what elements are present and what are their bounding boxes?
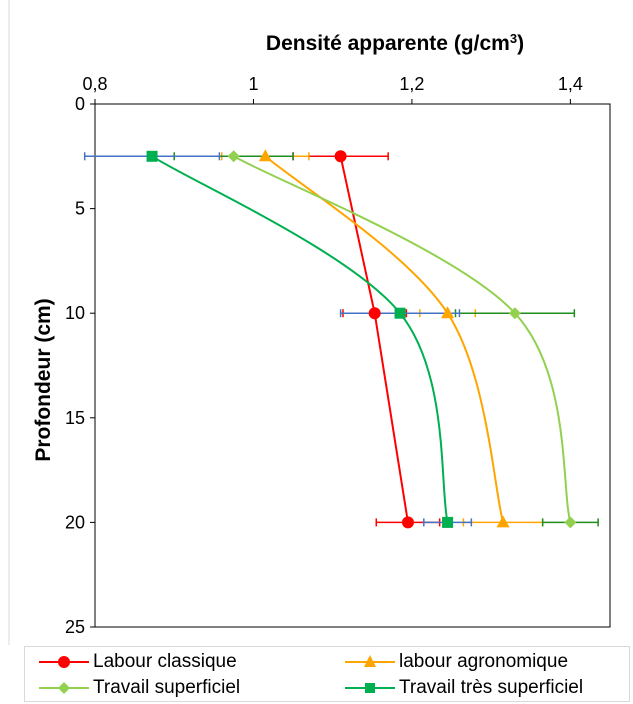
y-tick-label: 15: [65, 408, 85, 428]
legend: Labour classique labour agronomique Trav…: [24, 646, 630, 702]
y-tick-label: 5: [75, 199, 85, 219]
data-point: [334, 150, 347, 163]
data-point: [401, 516, 414, 529]
series-line: [151, 155, 449, 523]
data-point: [564, 516, 577, 529]
legend-item-travail-tres-superficiel: Travail très superficiel: [343, 675, 583, 701]
x-axis-title: Densité apparente (g/cm3): [266, 31, 524, 55]
series-line: [264, 155, 505, 523]
data-point: [496, 515, 510, 528]
y-tick-label: 0: [75, 94, 85, 114]
legend-label: Labour classique: [93, 651, 237, 672]
x-axis-title-close: ): [517, 32, 524, 55]
x-tick-label: 1,4: [558, 74, 583, 94]
series-line: [233, 155, 572, 523]
legend-item-travail-superficiel: Travail superficiel: [37, 675, 240, 701]
x-axis-title-superscript: 3: [510, 31, 517, 46]
legend-item-labour-agronomique: labour agronomique: [343, 649, 568, 675]
legend-item-labour-classique: Labour classique: [37, 649, 237, 675]
data-point: [368, 307, 381, 320]
x-tick-label: 0,8: [82, 74, 107, 94]
data-point: [146, 150, 158, 162]
data-point: [227, 150, 240, 163]
plot-frame: [94, 103, 611, 628]
x-tick-label: 1,2: [399, 74, 424, 94]
legend-marker-circle: [39, 656, 89, 668]
data-point: [442, 516, 454, 528]
plot-area: 0,8 1 1,2 1,4 0 5 10 15 20 25: [65, 74, 611, 637]
legend-label: Travail très superficiel: [399, 677, 584, 698]
y-tick-label: 25: [65, 617, 85, 637]
legend-marker-diamond: [39, 682, 89, 694]
legend-label: labour agronomique: [399, 651, 569, 672]
y-tick-label: 10: [65, 303, 85, 323]
data-point: [394, 307, 406, 319]
y-axis-title: Profondeur (cm): [32, 298, 55, 461]
data-point: [508, 307, 521, 320]
legend-marker-square: [345, 683, 395, 693]
x-axis-title-text: Densité apparente (g/cm: [266, 32, 510, 55]
data-point: [441, 306, 455, 319]
y-tick-label: 20: [65, 512, 85, 532]
data-point: [258, 149, 272, 162]
legend-marker-triangle: [345, 655, 395, 667]
legend-label: Travail superficiel: [93, 677, 241, 698]
x-tick-label: 1: [248, 74, 258, 94]
